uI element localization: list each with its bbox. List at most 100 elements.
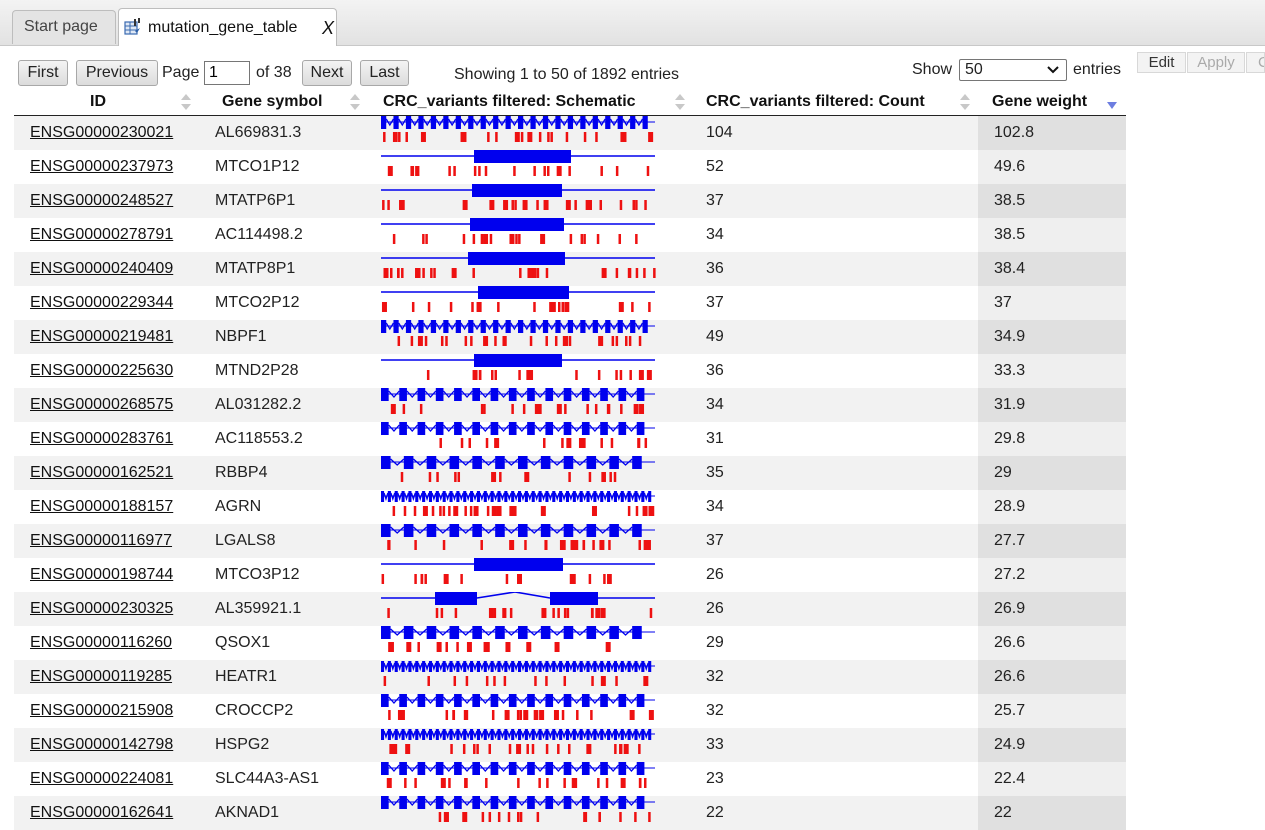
gene-symbol: LGALS8 bbox=[215, 532, 276, 549]
gene-id-link[interactable]: ENSG00000268575 bbox=[30, 396, 174, 413]
gene-id-link[interactable]: ENSG00000230021 bbox=[30, 124, 174, 141]
variant-schematic bbox=[381, 116, 655, 142]
gene-symbol: MTCO2P12 bbox=[215, 294, 300, 311]
gene-symbol: AL031282.2 bbox=[215, 396, 302, 413]
header-gene-symbol[interactable]: Gene symbol bbox=[222, 93, 323, 110]
variant-count: 32 bbox=[706, 702, 724, 719]
edit-button[interactable]: Edit bbox=[1137, 52, 1186, 73]
page-count-label: of 38 bbox=[256, 64, 292, 81]
variant-count: 23 bbox=[706, 770, 724, 787]
gene-id-link[interactable]: ENSG00000240409 bbox=[30, 260, 174, 277]
gene-symbol: QSOX1 bbox=[215, 634, 271, 651]
sort-both-icon[interactable] bbox=[349, 92, 361, 112]
show-label: Show bbox=[912, 61, 953, 78]
gene-id-link[interactable]: ENSG00000230325 bbox=[30, 600, 174, 617]
variant-schematic bbox=[381, 592, 655, 618]
sort-descending-icon[interactable] bbox=[1106, 96, 1118, 116]
gene-id-link[interactable]: ENSG00000116260 bbox=[30, 634, 173, 651]
gene-id-link[interactable]: ENSG00000116977 bbox=[30, 532, 173, 549]
gene-weight: 49.6 bbox=[978, 150, 1126, 184]
variant-schematic bbox=[381, 286, 655, 312]
gene-id-link[interactable]: ENSG00000278791 bbox=[30, 226, 174, 243]
gene-id-link[interactable]: ENSG00000142798 bbox=[30, 736, 174, 753]
gene-id-link[interactable]: ENSG00000248527 bbox=[30, 192, 174, 209]
gene-symbol: AGRN bbox=[215, 498, 262, 515]
gene-symbol: AC114498.2 bbox=[215, 226, 303, 243]
table-info: Showing 1 to 50 of 1892 entries bbox=[454, 66, 680, 83]
tab-mutation-gene-table-label: mutation_gene_table bbox=[148, 19, 298, 36]
table-row: ENSG00000224081 SLC44A3-AS1 23 22.4 bbox=[14, 762, 1126, 796]
page-label: Page bbox=[162, 64, 200, 81]
variant-schematic bbox=[381, 320, 655, 346]
header-id[interactable]: ID bbox=[90, 93, 106, 110]
previous-page-button[interactable]: Previous bbox=[76, 60, 158, 86]
tab-start-page[interactable]: Start page bbox=[12, 10, 116, 44]
variant-schematic bbox=[381, 388, 655, 414]
gene-id-link[interactable]: ENSG00000215908 bbox=[30, 702, 174, 719]
header-gene-weight[interactable]: Gene weight bbox=[992, 93, 1088, 110]
header-schematic[interactable]: CRC_variants filtered: Schematic bbox=[383, 93, 636, 110]
apply-button[interactable]: Apply bbox=[1187, 52, 1245, 73]
variant-schematic bbox=[381, 729, 655, 754]
tab-start-page-label: Start page bbox=[24, 18, 98, 35]
variant-schematic bbox=[381, 218, 655, 244]
gene-id-link[interactable]: ENSG00000198744 bbox=[30, 566, 174, 583]
page-number-input[interactable] bbox=[204, 61, 250, 85]
next-page-button[interactable]: Next bbox=[302, 60, 352, 86]
gene-weight: 24.9 bbox=[978, 728, 1126, 762]
gene-weight: 31.9 bbox=[978, 388, 1126, 422]
last-page-button[interactable]: Last bbox=[360, 60, 409, 86]
gene-symbol: NBPF1 bbox=[215, 328, 267, 345]
table-row: ENSG00000230325 AL359921.1 26 26.9 bbox=[14, 592, 1126, 626]
tab-mutation-gene-table[interactable]: mutation_gene_table X bbox=[118, 8, 337, 46]
variant-schematic bbox=[381, 694, 655, 720]
gene-id-link[interactable]: ENSG00000283761 bbox=[30, 430, 174, 447]
tab-bar: Start page mutation_gene_table X bbox=[0, 0, 1265, 46]
gene-id-link[interactable]: ENSG00000162521 bbox=[30, 464, 174, 481]
entries-per-page-select[interactable]: 50 bbox=[959, 59, 1067, 81]
gene-symbol: AL669831.3 bbox=[215, 124, 302, 141]
third-side-button[interactable]: C bbox=[1246, 52, 1265, 73]
variant-schematic bbox=[381, 524, 655, 550]
variant-count: 37 bbox=[706, 192, 724, 209]
gene-symbol: SLC44A3-AS1 bbox=[215, 770, 320, 787]
gene-id-link[interactable]: ENSG00000237973 bbox=[30, 158, 174, 175]
variant-schematic bbox=[381, 661, 655, 686]
table-row: ENSG00000230021 AL669831.3 104 102.8 bbox=[14, 116, 1126, 150]
sort-both-icon[interactable] bbox=[959, 92, 971, 112]
gene-id-link[interactable]: ENSG00000219481 bbox=[30, 328, 174, 345]
table-row: ENSG00000248527 MTATP6P1 37 38.5 bbox=[14, 184, 1126, 218]
gene-id-link[interactable]: ENSG00000229344 bbox=[30, 294, 174, 311]
gene-id-link[interactable]: ENSG00000224081 bbox=[30, 770, 174, 787]
gene-weight: 38.5 bbox=[978, 218, 1126, 252]
gene-weight: 34.9 bbox=[978, 320, 1126, 354]
variant-schematic bbox=[381, 252, 656, 278]
variant-count: 33 bbox=[706, 736, 724, 753]
variant-count: 34 bbox=[706, 498, 724, 515]
gene-weight: 27.7 bbox=[978, 524, 1126, 558]
variant-schematic bbox=[381, 422, 655, 448]
table-row: ENSG00000225630 MTND2P28 36 33.3 bbox=[14, 354, 1126, 388]
gene-symbol: HEATR1 bbox=[215, 668, 277, 685]
gene-id-link[interactable]: ENSG00000225630 bbox=[30, 362, 174, 379]
header-count[interactable]: CRC_variants filtered: Count bbox=[706, 93, 925, 110]
gene-symbol: MTCO3P12 bbox=[215, 566, 300, 583]
variant-count: 37 bbox=[706, 532, 724, 549]
variant-count: 35 bbox=[706, 464, 724, 481]
table-row: ENSG00000116260 QSOX1 29 26.6 bbox=[14, 626, 1126, 660]
table-row: ENSG00000237973 MTCO1P12 52 49.6 bbox=[14, 150, 1126, 184]
variant-count: 37 bbox=[706, 294, 724, 311]
gene-id-link[interactable]: ENSG00000119285 bbox=[30, 668, 173, 685]
tab-close-icon[interactable]: X bbox=[322, 18, 335, 38]
table-row: ENSG00000278791 AC114498.2 34 38.5 bbox=[14, 218, 1126, 252]
gene-id-link[interactable]: ENSG00000162641 bbox=[30, 804, 174, 821]
sort-both-icon[interactable] bbox=[180, 92, 192, 112]
table-row: ENSG00000188157 AGRN 34 28.9 bbox=[14, 490, 1126, 524]
table-row: ENSG00000162521 RBBP4 35 29 bbox=[14, 456, 1126, 490]
table-row: ENSG00000142798 HSPG2 33 24.9 bbox=[14, 728, 1126, 762]
sort-both-icon[interactable] bbox=[674, 92, 686, 112]
gene-id-link[interactable]: ENSG00000188157 bbox=[30, 498, 174, 515]
first-page-button[interactable]: First bbox=[18, 60, 68, 86]
gene-symbol: MTATP8P1 bbox=[215, 260, 296, 277]
gene-weight: 33.3 bbox=[978, 354, 1126, 388]
